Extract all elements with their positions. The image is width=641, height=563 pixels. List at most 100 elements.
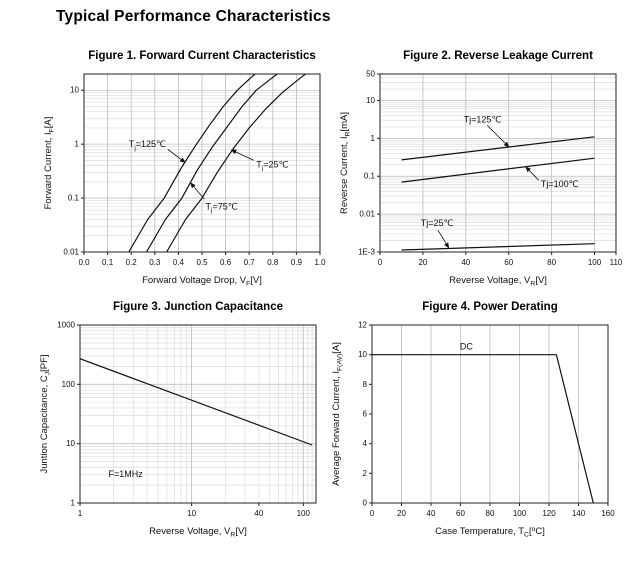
svg-text:100: 100 [588,258,602,267]
annotation: Tj=125℃ [129,139,186,163]
svg-text:Tj=100℃: Tj=100℃ [541,179,579,189]
svg-text:12: 12 [358,321,367,330]
svg-text:1: 1 [371,134,376,143]
svg-text:80: 80 [547,258,556,267]
figure-3-junction-capacitance: Figure 3. Junction Capacitance 1 10 40 100 1… [34,301,336,547]
svg-text:10: 10 [366,96,375,105]
svg-text:0.0: 0.0 [78,258,90,267]
svg-text:100: 100 [297,509,311,518]
svg-text:4: 4 [363,439,368,448]
curve-cj [80,358,313,446]
svg-text:20: 20 [418,258,427,267]
x-axis-label: Reverse Voltage, VR[V] [449,275,547,288]
axis-ticks: 1 10 40 100 1 10 100 1000 [57,321,310,519]
figure-2-caption: Figure 2. Reverse Leakage Current [403,50,593,62]
svg-text:40: 40 [461,258,470,267]
x-axis-label: Case Temperature, TC[oC] [435,526,545,539]
series-group [80,358,313,446]
svg-text:Tj=75℃: Tj=75℃ [206,201,238,214]
svg-text:0.8: 0.8 [267,258,279,267]
grid-lines [380,74,616,252]
figure-1-caption: Figure 1. Forward Current Characteristic… [88,50,316,62]
svg-text:8: 8 [363,380,368,389]
svg-text:6: 6 [363,410,368,419]
y-axis-label: Average Forward Current, IF(AV)[A] [331,342,344,486]
svg-text:20: 20 [397,509,406,518]
svg-text:10: 10 [70,86,79,95]
svg-text:Tj=125℃: Tj=125℃ [129,139,166,152]
curve-tj-125c [128,74,256,252]
svg-text:0.6: 0.6 [220,258,232,267]
svg-text:0.01: 0.01 [63,248,79,257]
svg-text:120: 120 [542,509,556,518]
svg-text:60: 60 [456,509,465,518]
series-group [372,354,594,503]
annotation: Tj=100℃ [525,166,579,189]
svg-text:0.3: 0.3 [149,258,161,267]
series-group [128,74,307,252]
figure-1-forward-current: Figure 1. Forward Current Characteristic… [38,50,340,296]
svg-text:0.1: 0.1 [102,258,114,267]
svg-text:100: 100 [513,509,527,518]
svg-text:1: 1 [71,499,76,508]
svg-text:0.9: 0.9 [291,258,303,267]
figure-1-chart: 0.0 0.1 0.2 0.3 0.4 0.5 0.6 0.7 0.8 0.9 1.0 0.01 0.1… [43,73,326,288]
svg-text:F=1MHz: F=1MHz [108,469,143,479]
svg-text:100: 100 [62,380,76,389]
figure-4-power-derating: Figure 4. Power Derating 0 20 40 60 80 100 120… [326,301,628,547]
curve-tj-125c [401,136,595,161]
series-group [401,136,595,251]
svg-text:160: 160 [601,509,615,518]
figure-4-chart: 0 20 40 60 80 100 120 140 160 0 2 4 6 8 10 12 Case Tempe… [331,321,615,539]
curve-tj-25c [401,243,595,251]
annotation: F=1MHz [108,469,143,479]
svg-text:0.01: 0.01 [359,210,375,219]
svg-text:0.7: 0.7 [244,258,256,267]
svg-text:Tj=25℃: Tj=25℃ [421,218,454,228]
figure-3-caption: Figure 3. Junction Capacitance [113,301,283,313]
x-axis-label: Reverse Voltage, VR[V] [149,526,247,539]
figure-3-chart: 1 10 40 100 1 10 100 1000 Reverse Voltage, VR[V]… [39,321,317,539]
svg-text:0: 0 [363,499,368,508]
svg-text:1E-3: 1E-3 [358,248,375,257]
page-title: Typical Performance Characteristics [56,8,331,25]
svg-text:0.4: 0.4 [173,258,185,267]
svg-text:0.2: 0.2 [126,258,138,267]
annotation: Tj=125℃ [464,115,510,148]
svg-text:10: 10 [187,509,196,518]
axis-ticks: 0 20 40 60 80 100 120 140 160 0 2 4 6 8 10 12 [358,321,615,519]
annotation: Tj=75℃ [190,182,238,214]
figure-2-reverse-leakage: Figure 2. Reverse Leakage Current 0 20 40 6… [334,50,636,296]
svg-text:1.0: 1.0 [314,258,326,267]
x-axis-label: Forward Voltage Drop, VF[V] [142,275,262,288]
svg-text:140: 140 [572,509,586,518]
svg-text:Tj=25℃: Tj=25℃ [256,159,288,172]
annotation: Tj=25℃ [421,218,454,249]
svg-text:10: 10 [358,350,367,359]
svg-text:2: 2 [363,469,368,478]
svg-text:60: 60 [504,258,513,267]
svg-text:0.5: 0.5 [196,258,208,267]
annotation: Tj=25℃ [230,149,289,172]
plot-frame [79,324,317,504]
grid-lines [84,74,320,252]
y-axis-label: Juntion Capacitance, CJ[PF] [39,354,52,473]
svg-text:DC: DC [460,342,473,352]
svg-text:10: 10 [66,439,75,448]
svg-text:80: 80 [486,509,495,518]
svg-text:0: 0 [378,258,383,267]
curve-tj-75c [145,74,279,252]
svg-text:50: 50 [366,70,375,79]
svg-text:110: 110 [610,258,623,267]
svg-text:1000: 1000 [57,321,75,330]
y-axis-label: Forward Current, IF[A] [43,117,56,210]
grid-lines [80,325,316,503]
axis-ticks: 0.0 0.1 0.2 0.3 0.4 0.5 0.6 0.7 0.8 0.9 1.0 0.01 0.1… [63,86,326,267]
svg-text:0.1: 0.1 [364,172,376,181]
annotation: DC [460,342,473,352]
y-axis-label: Reverse Current, IR[mA] [339,112,352,214]
svg-text:Tj=125℃: Tj=125℃ [464,115,502,125]
